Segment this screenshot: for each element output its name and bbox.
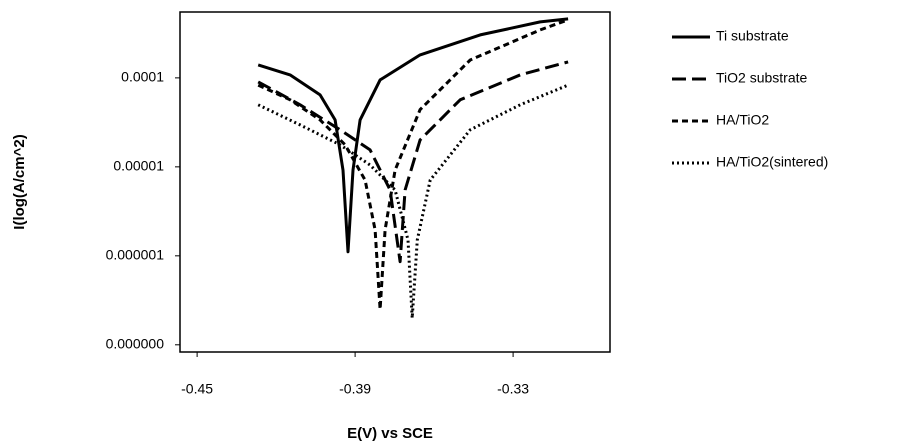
legend-label: TiO2 substrate bbox=[716, 70, 808, 86]
y-tick-label: 0.000000 bbox=[106, 336, 165, 352]
x-tick-label: -0.39 bbox=[339, 381, 371, 397]
y-axis-label: I(log(A/cm^2) bbox=[11, 134, 28, 229]
y-tick-label: 0.0001 bbox=[121, 69, 164, 85]
y-tick-label: 0.00001 bbox=[113, 158, 164, 174]
x-tick-label: -0.45 bbox=[181, 381, 213, 397]
data-line bbox=[257, 60, 569, 264]
y-tick-label: 0.000001 bbox=[106, 247, 165, 263]
legend-label: HA/TiO2 bbox=[716, 112, 769, 128]
legend-label: Ti substrate bbox=[716, 28, 789, 44]
data-line bbox=[257, 83, 569, 320]
data-line bbox=[257, 18, 569, 311]
plot-frame bbox=[179, 11, 611, 353]
legend-label: HA/TiO2(sintered) bbox=[716, 154, 828, 170]
x-tick-label: -0.33 bbox=[497, 381, 529, 397]
x-axis-label: E(V) vs SCE bbox=[347, 425, 433, 442]
data-line bbox=[257, 17, 569, 254]
